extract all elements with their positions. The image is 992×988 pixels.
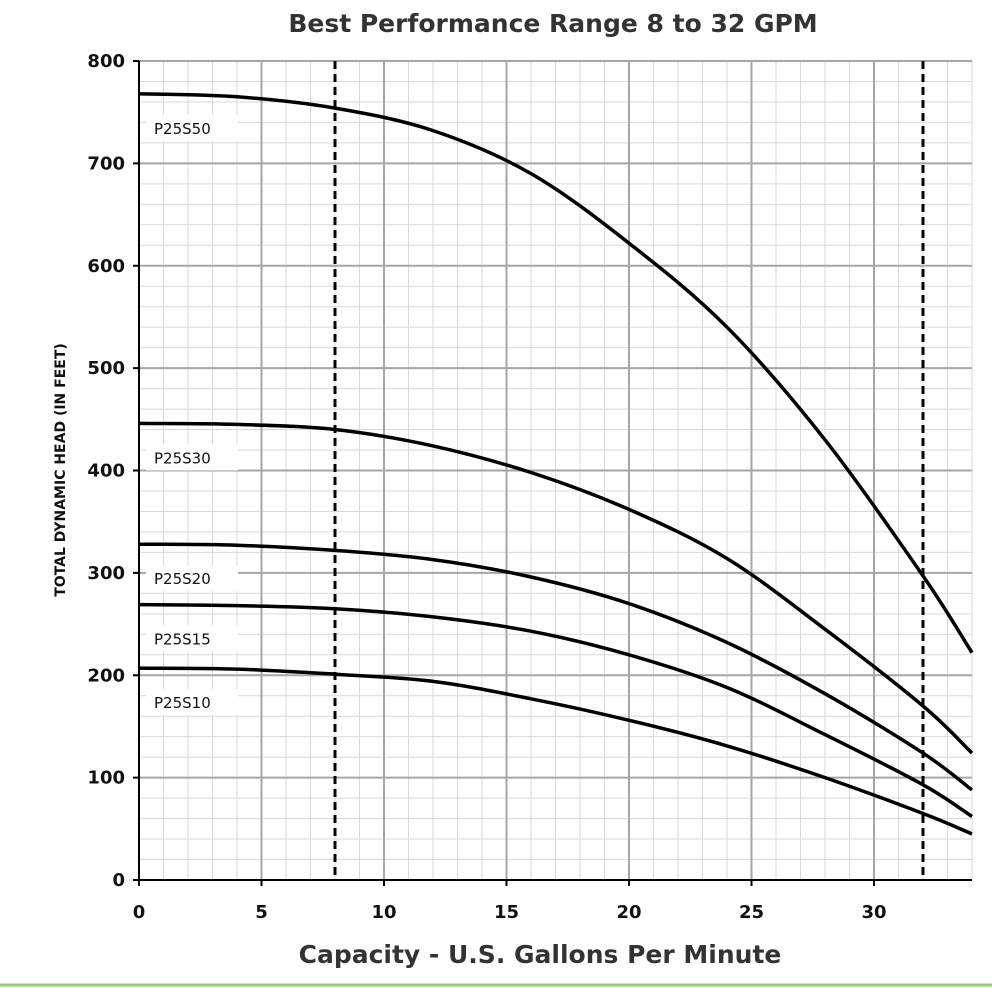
series-label-p25s50: P25S50 (154, 120, 211, 138)
y-tick-label: 300 (87, 563, 125, 584)
series-label-p25s10: P25S10 (154, 694, 211, 712)
curve-p25s15 (138, 602, 973, 818)
series-label-p25s30: P25S30 (154, 449, 211, 467)
series-label-p25s20: P25S20 (154, 570, 211, 588)
x-tick-label: 10 (371, 902, 396, 923)
curve-p25s20 (138, 542, 974, 792)
y-tick-label: 800 (87, 51, 125, 72)
series-label-bg (146, 625, 238, 652)
x-tick-label: 5 (255, 902, 268, 923)
y-tick-label: 500 (87, 358, 125, 379)
x-tick-label: 15 (494, 902, 519, 923)
y-axis-label: TOTAL DYNAMIC HEAD (IN FEET) (53, 343, 69, 597)
y-tick-label: 200 (87, 665, 125, 686)
x-tick-label: 20 (616, 902, 641, 923)
series-labels: P25S50 P25S30 P25S20 P25S15 P25S10 (146, 114, 238, 716)
curve-p25s50 (138, 92, 974, 654)
y-tick-label: 0 (112, 870, 125, 891)
curve-p25s30 (138, 421, 974, 755)
y-tick-label: 400 (87, 461, 125, 482)
series-label-p25s15: P25S15 (154, 631, 211, 649)
major-grid (139, 60, 972, 880)
x-tick-label: 25 (739, 902, 764, 923)
x-tick-label: 30 (861, 902, 886, 923)
series-label-bg (146, 565, 238, 592)
series-label-bg (146, 114, 238, 141)
y-tick-label: 600 (87, 256, 125, 277)
series-label-bg (146, 689, 238, 716)
curves (138, 92, 974, 836)
y-tick-label: 700 (87, 153, 125, 174)
x-tick-labels: 0 5 10 15 20 25 30 (133, 902, 887, 923)
y-tick-labels: 0 100 200 300 400 500 600 700 800 (87, 51, 125, 891)
x-tick-label: 0 (133, 902, 146, 923)
y-tick-label: 100 (87, 768, 125, 789)
axes (133, 60, 972, 886)
reference-lines (333, 61, 925, 880)
chart-title: Best Performance Range 8 to 32 GPM (288, 9, 817, 38)
x-axis-label: Capacity - U.S. Gallons Per Minute (299, 940, 782, 969)
curve-p25s10 (138, 666, 973, 836)
series-label-bg (146, 444, 238, 471)
